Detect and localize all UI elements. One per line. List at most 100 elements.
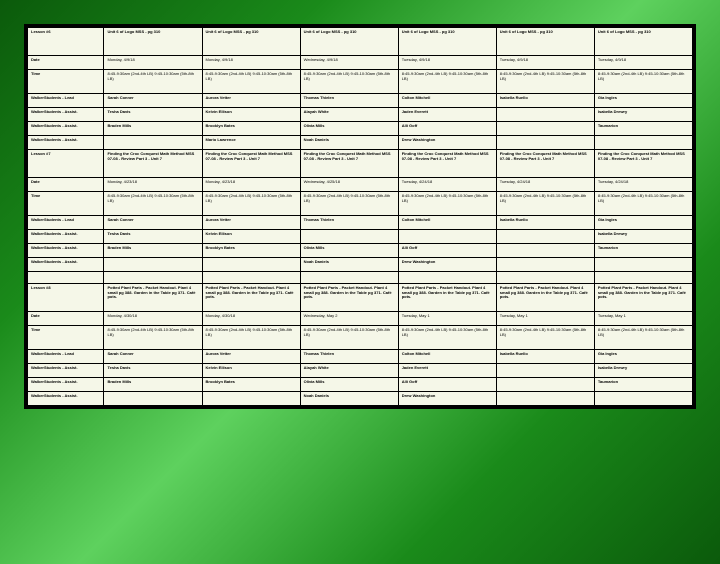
cell-lead: Thomas Thielen <box>300 350 398 364</box>
cell-asst: Brooklyn Bates <box>202 122 300 136</box>
cell-asst: Drew Washington <box>398 136 496 150</box>
spacer <box>300 272 398 284</box>
cell-date: Monday, 4/30/18 <box>202 312 300 326</box>
lesson-topic: Potted Plant Parts - Packet Handout. Pla… <box>398 284 496 312</box>
cell-lead: Thomas Thielen <box>300 94 398 108</box>
label-lead: WalkerStudents - Lead <box>28 216 104 230</box>
lesson-topic: Finding the Croc Conquest Math Method MS… <box>594 150 692 178</box>
cell-asst: Olivia Mills <box>300 122 398 136</box>
cell-asst: Braden Mills <box>104 244 202 258</box>
cell-asst: Jaden Everett <box>398 364 496 378</box>
lesson-topic: Potted Plant Parts - Packet Handout. Pla… <box>104 284 202 312</box>
cell-asst: Olivia Mills <box>300 378 398 392</box>
cell-lead: Thomas Thielen <box>300 216 398 230</box>
cell-time: 8:45-9:30am (2nd-4th LB) 9:45-10:30am (5… <box>594 70 692 94</box>
cell-date: Wednesday, May 2 <box>300 312 398 326</box>
spacer <box>104 272 202 284</box>
label-asst: WalkerStudents - Assist. <box>28 364 104 378</box>
cell-time: 8:45-9:30am (2nd-4th LB) 9:45-10:30am (5… <box>398 326 496 350</box>
lesson-topic: Potted Plant Parts - Packet Handout. Pla… <box>496 284 594 312</box>
cell-date: Tuesday, May 1 <box>594 312 692 326</box>
cell-asst <box>202 258 300 272</box>
cell-date: Wednesday, 4/9/18 <box>300 56 398 70</box>
label-asst: WalkerStudents - Assist. <box>28 392 104 406</box>
label-time: Time <box>28 192 104 216</box>
cell-asst: Taumarion <box>594 378 692 392</box>
cell-time: 8:45-9:30am (2nd-4th LB) 9:45-10:30am (5… <box>104 70 202 94</box>
cell-asst: Kelvin Ellison <box>202 108 300 122</box>
lesson-title: Lesson #8 <box>28 284 104 312</box>
cell-time: 8:45-9:30am (2nd-4th LB) 9:45-10:30am (5… <box>398 192 496 216</box>
cell-asst: Kelvin Ellison <box>202 364 300 378</box>
label-date: Date <box>28 56 104 70</box>
cell-lead: Aurora Vetter <box>202 94 300 108</box>
cell-asst <box>594 258 692 272</box>
cell-lead: Colton Mitchell <box>398 350 496 364</box>
label-lead: WalkerStudents - Lead <box>28 350 104 364</box>
cell-asst: Alayah White <box>300 364 398 378</box>
cell-time: 8:45-9:30am (2nd-4th LB) 9:45-10:30am (5… <box>104 326 202 350</box>
cell-time: 8:45-9:30am (2nd-4th LB) 9:45-10:30am (5… <box>300 70 398 94</box>
cell-asst: Alli Goff <box>398 122 496 136</box>
cell-lead: Isabella Ruello <box>496 94 594 108</box>
label-time: Time <box>28 326 104 350</box>
lesson-topic: Finding the Croc Conquest Math Method MS… <box>104 150 202 178</box>
spacer <box>202 272 300 284</box>
cell-time: 8:45-9:30am (2nd-4th LB) 9:45-10:30am (5… <box>104 192 202 216</box>
cell-asst: Jaden Everett <box>398 108 496 122</box>
label-date: Date <box>28 178 104 192</box>
lesson-topic: Finding the Croc Conquest Math Method MS… <box>496 150 594 178</box>
spacer <box>594 272 692 284</box>
cell-asst: Drew Washington <box>398 258 496 272</box>
cell-asst: Braden Mills <box>104 378 202 392</box>
cell-time: 8:45-9:30am (2nd-4th LB) 9:45-10:30am (5… <box>594 326 692 350</box>
lesson-topic: Unit 6 of Logo MSS - pg 310 <box>104 28 202 56</box>
lesson-title: Lesson #6 <box>28 28 104 56</box>
label-lead: WalkerStudents - Lead <box>28 94 104 108</box>
cell-time: 8:45-9:30am (2nd-4th LB) 9:45-10:30am (5… <box>594 192 692 216</box>
cell-time: 8:45-9:30am (2nd-4th LB) 9:45-10:30am (5… <box>398 70 496 94</box>
cell-asst: Alli Goff <box>398 378 496 392</box>
cell-asst: Braden Mills <box>104 122 202 136</box>
cell-lead: Isabella Ruello <box>496 350 594 364</box>
cell-asst: Brooklyn Bates <box>202 378 300 392</box>
cell-date: Tuesday, 4/24/18 <box>496 178 594 192</box>
cell-time: 8:45-9:30am (2nd-4th LB) 9:45-10:30am (5… <box>300 192 398 216</box>
lesson-topic: Finding the Croc Conquest Math Method MS… <box>398 150 496 178</box>
cell-asst: Kelvin Ellison <box>202 230 300 244</box>
cell-asst: Noah Daniels <box>300 392 398 406</box>
cell-lead: Colton Mitchell <box>398 94 496 108</box>
lesson-topic: Potted Plant Parts - Packet Handout. Pla… <box>202 284 300 312</box>
cell-lead: Sarah Conner <box>104 94 202 108</box>
lesson-topic: Finding the Croc Conquest Math Method MS… <box>300 150 398 178</box>
cell-lead: Gia Ingles <box>594 94 692 108</box>
spacer <box>398 272 496 284</box>
cell-asst: Brooklyn Bates <box>202 244 300 258</box>
cell-asst: Isabella Drewry <box>594 108 692 122</box>
cell-lead: Colton Mitchell <box>398 216 496 230</box>
cell-time: 8:45-9:30am (2nd-4th LB) 9:45-10:30am (5… <box>300 326 398 350</box>
cell-date: Monday, 4/9/18 <box>202 56 300 70</box>
cell-date: Tuesday, 4/24/18 <box>594 178 692 192</box>
cell-lead: Isabella Ruello <box>496 216 594 230</box>
lesson-topic: Potted Plant Parts - Packet Handout. Pla… <box>594 284 692 312</box>
cell-date: Monday, 4/23/18 <box>202 178 300 192</box>
cell-asst <box>496 364 594 378</box>
cell-lead: Sarah Conner <box>104 350 202 364</box>
lesson-topic: Unit 6 of Logo MSS - pg 310 <box>202 28 300 56</box>
cell-lead: Gia Ingles <box>594 216 692 230</box>
cell-date: Tuesday, 4/9/18 <box>594 56 692 70</box>
cell-asst: Isabella Drewry <box>594 230 692 244</box>
label-asst: WalkerStudents - Assist. <box>28 230 104 244</box>
cell-date: Tuesday, May 1 <box>398 312 496 326</box>
cell-asst <box>496 258 594 272</box>
cell-date: Tuesday, May 1 <box>496 312 594 326</box>
cell-asst <box>398 230 496 244</box>
cell-asst: Noah Daniels <box>300 258 398 272</box>
lesson-topic: Potted Plant Parts - Packet Handout. Pla… <box>300 284 398 312</box>
cell-time: 8:45-9:30am (2nd-4th LB) 9:45-10:30am (5… <box>496 192 594 216</box>
cell-asst: Olivia Mills <box>300 244 398 258</box>
lesson-topic: Unit 6 of Logo MSS - pg 310 <box>496 28 594 56</box>
cell-asst <box>496 230 594 244</box>
cell-asst <box>496 392 594 406</box>
